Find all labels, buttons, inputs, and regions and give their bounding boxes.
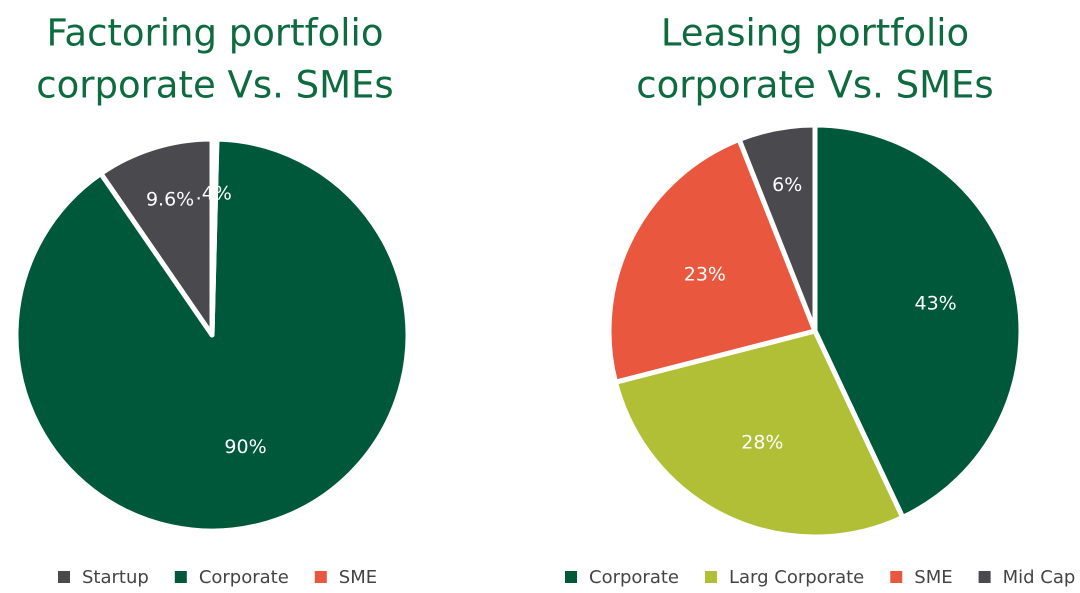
slice-label: 6%	[772, 174, 802, 196]
pie-slice	[612, 328, 906, 540]
legend-swatch	[58, 571, 70, 583]
pie-slice	[606, 136, 818, 385]
legend-swatch	[890, 571, 903, 583]
slice-label: 90%	[224, 436, 266, 458]
slice-label: 43%	[915, 293, 957, 315]
chart-title: corporate Vs. SMEs	[636, 64, 993, 107]
slice-label: 28%	[741, 431, 783, 453]
pie-slice	[98, 136, 215, 338]
pie-slice	[209, 136, 220, 338]
legend-label: Corporate	[199, 567, 289, 588]
chart-title: corporate Vs. SMEs	[36, 64, 393, 107]
legend-label: Mid Cap	[1003, 567, 1076, 588]
pie-slice	[736, 122, 818, 334]
chart-title: Leasing portfolio	[661, 12, 969, 55]
pie-slice	[812, 122, 1024, 520]
chart-title: Factoring portfolio	[47, 12, 384, 55]
slice-label: 9.6%	[146, 189, 194, 211]
legend-label: Larg Corporate	[729, 567, 864, 588]
legend-label: SME	[339, 567, 377, 588]
legend-swatch	[978, 571, 991, 583]
legend-swatch	[174, 571, 187, 583]
legend-label: Corporate	[589, 567, 679, 588]
slice-label: 23%	[684, 263, 726, 285]
legend-label: SME	[914, 567, 952, 588]
legend-swatch	[314, 571, 327, 583]
legend-label: Startup	[82, 567, 149, 588]
legend-swatch	[704, 571, 717, 583]
slice-label: .4%	[196, 182, 232, 204]
legend-swatch	[565, 571, 577, 583]
